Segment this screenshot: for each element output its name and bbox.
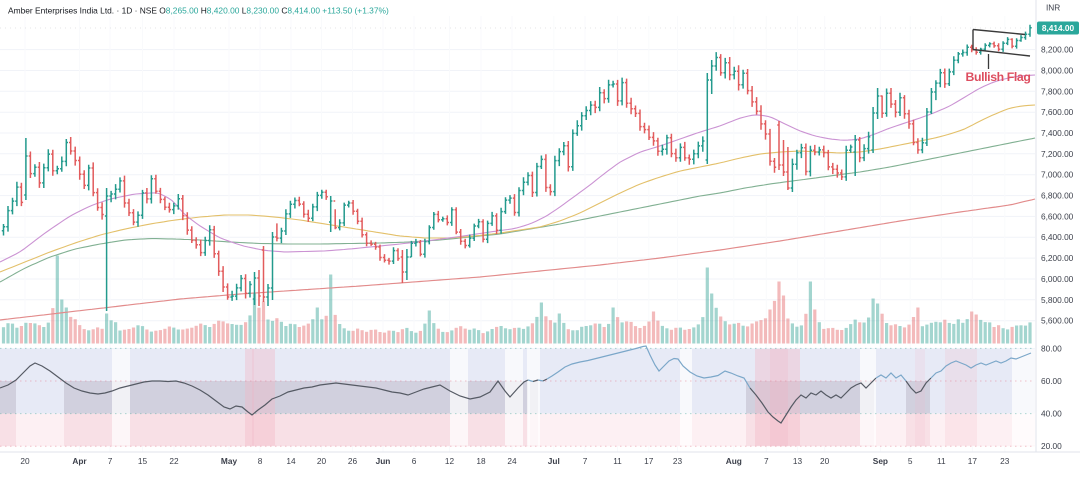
svg-text:7: 7 bbox=[764, 456, 769, 466]
svg-text:Jun: Jun bbox=[376, 456, 391, 466]
svg-text:22: 22 bbox=[169, 456, 179, 466]
svg-text:24: 24 bbox=[507, 456, 517, 466]
svg-text:6,600.00: 6,600.00 bbox=[1041, 211, 1074, 221]
svg-text:26: 26 bbox=[348, 456, 358, 466]
svg-text:May: May bbox=[221, 456, 238, 466]
svg-text:6: 6 bbox=[412, 456, 417, 466]
svg-text:23: 23 bbox=[1000, 456, 1010, 466]
svg-text:11: 11 bbox=[937, 456, 946, 466]
svg-text:5,800.00: 5,800.00 bbox=[1041, 295, 1074, 305]
svg-text:Jul: Jul bbox=[548, 456, 560, 466]
svg-text:40.00: 40.00 bbox=[1041, 409, 1062, 419]
svg-text:17: 17 bbox=[968, 456, 978, 466]
svg-text:Bullish Flag: Bullish Flag bbox=[966, 70, 1031, 84]
svg-text:6,800.00: 6,800.00 bbox=[1041, 191, 1074, 201]
svg-text:7,400.00: 7,400.00 bbox=[1041, 128, 1074, 138]
svg-text:6,200.00: 6,200.00 bbox=[1041, 253, 1074, 263]
svg-text:6,400.00: 6,400.00 bbox=[1041, 232, 1074, 242]
svg-text:Apr: Apr bbox=[72, 456, 87, 466]
svg-text:11: 11 bbox=[613, 456, 622, 466]
svg-text:14: 14 bbox=[286, 456, 296, 466]
svg-text:8,200.00: 8,200.00 bbox=[1041, 45, 1074, 55]
svg-text:20: 20 bbox=[820, 456, 830, 466]
svg-text:20: 20 bbox=[20, 456, 30, 466]
svg-text:6,000.00: 6,000.00 bbox=[1041, 274, 1074, 284]
svg-text:7,000.00: 7,000.00 bbox=[1041, 170, 1074, 180]
svg-text:8,000.00: 8,000.00 bbox=[1041, 66, 1074, 76]
svg-text:17: 17 bbox=[644, 456, 654, 466]
svg-text:Amber Enterprises India Ltd. ·: Amber Enterprises India Ltd. · 1D · NSE … bbox=[8, 6, 389, 16]
svg-text:20.00: 20.00 bbox=[1041, 441, 1062, 451]
svg-text:15: 15 bbox=[138, 456, 148, 466]
svg-text:60.00: 60.00 bbox=[1041, 376, 1062, 386]
svg-text:80.00: 80.00 bbox=[1041, 343, 1062, 353]
svg-text:13: 13 bbox=[793, 456, 803, 466]
svg-text:23: 23 bbox=[673, 456, 683, 466]
svg-text:7,600.00: 7,600.00 bbox=[1041, 107, 1074, 117]
svg-text:5: 5 bbox=[908, 456, 913, 466]
svg-text:20: 20 bbox=[317, 456, 327, 466]
svg-text:18: 18 bbox=[476, 456, 486, 466]
svg-text:Sep: Sep bbox=[873, 456, 888, 466]
svg-text:8,414.00: 8,414.00 bbox=[1042, 23, 1075, 33]
svg-text:8: 8 bbox=[258, 456, 263, 466]
svg-text:7,800.00: 7,800.00 bbox=[1041, 86, 1074, 96]
svg-text:7: 7 bbox=[108, 456, 113, 466]
svg-text:7: 7 bbox=[583, 456, 588, 466]
svg-text:Aug: Aug bbox=[726, 456, 742, 466]
svg-text:12: 12 bbox=[445, 456, 455, 466]
svg-text:5,600.00: 5,600.00 bbox=[1041, 316, 1074, 326]
svg-text:7,200.00: 7,200.00 bbox=[1041, 149, 1074, 159]
svg-text:INR: INR bbox=[1046, 3, 1060, 13]
